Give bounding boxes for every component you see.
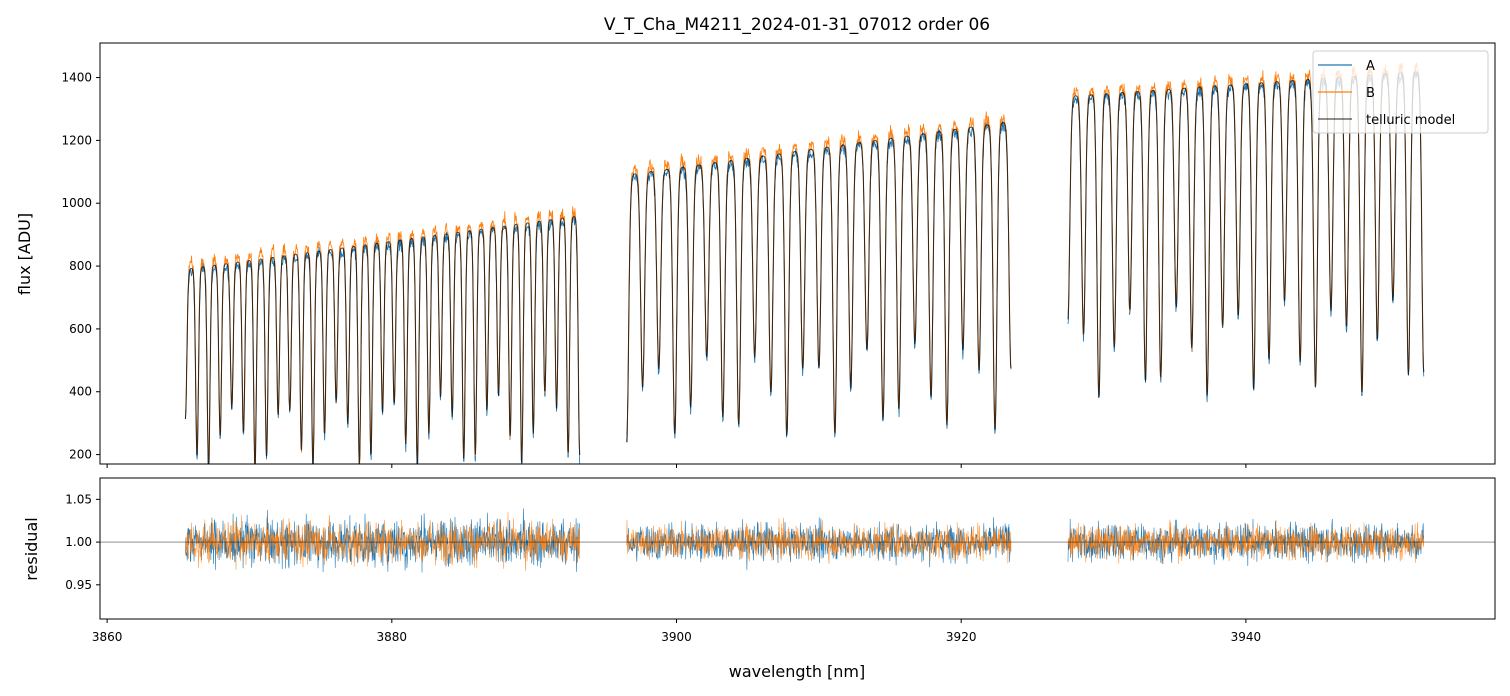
flux-ytick-label-0: 200 [69,448,92,462]
legend: A B telluric model [1312,50,1489,134]
x-axis-label-wavelength: wavelength [nm] [729,662,866,681]
legend-label-a: A [1366,59,1375,74]
y-axis-label-flux: flux [ADU] [15,213,34,295]
flux-y-ticks: 200 400 600 800 1000 1200 1400 [61,71,100,462]
residual-ytick-label-2: 1.05 [65,492,92,506]
residual-series-group [185,508,1425,573]
telluric-model-line-seg-0 [184,216,581,464]
flux-x-ticks [106,464,1247,468]
flux-panel: V_T_Cha_M4211_2024-01-31_07012 order 06 … [15,15,1496,468]
residual-x-ticks: 3860 3880 3900 3920 3940 [92,619,1261,644]
residual-xtick-label-2: 3900 [661,630,692,644]
residual-xtick-label-3: 3920 [946,630,977,644]
residual-xtick-label-0: 3860 [92,630,123,644]
flux-ytick-label-5: 1200 [61,133,92,147]
residual-xtick-label-1: 3880 [377,630,408,644]
flux-ytick-label-2: 600 [69,322,92,336]
flux-ytick-label-6: 1400 [61,71,92,85]
residual-panel: residual wavelength [nm] 0.95 1.00 1.05 38… [22,477,1496,681]
residual-b-line-seg-2 [1067,519,1425,565]
flux-ytick-label-4: 1000 [61,196,92,210]
chart-title: V_T_Cha_M4211_2024-01-31_07012 order 06 [604,15,990,35]
y-axis-label-residual: residual [22,517,41,580]
flux-series-group [184,62,1425,464]
legend-box [1312,50,1489,134]
telluric-model-line-seg-2 [1067,71,1425,398]
legend-label-b: B [1366,86,1375,101]
residual-axes-frame [99,477,1496,620]
flux-ytick-label-1: 400 [69,385,92,399]
legend-label-telluric-model: telluric model [1366,113,1455,128]
series-b-line-seg-1 [626,111,1012,435]
telluric-model-line-seg-1 [626,122,1012,443]
flux-ytick-label-3: 800 [69,259,92,273]
residual-ytick-label-1: 1.00 [65,535,92,549]
residual-b-line-seg-1 [626,517,1012,564]
residual-ytick-label-0: 0.95 [65,578,92,592]
residual-y-ticks: 0.95 1.00 1.05 [65,492,100,592]
residual-b-line-seg-0 [185,512,580,571]
flux-axes-frame [99,42,1496,465]
residual-xtick-label-4: 3940 [1231,630,1262,644]
